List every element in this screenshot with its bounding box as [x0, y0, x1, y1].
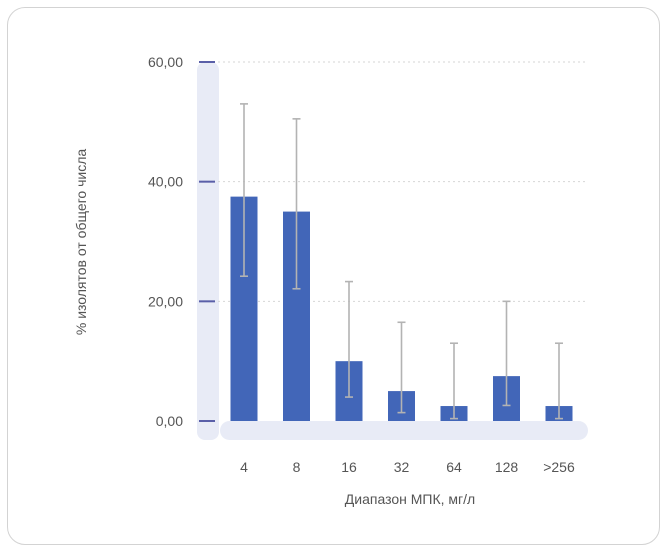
- x-tick-label: 4: [240, 459, 248, 475]
- grid-lines: [218, 61, 588, 302]
- y-tick-label: 0,00: [156, 413, 183, 429]
- x-axis-title: Диапазон МПК, мг/л: [345, 491, 475, 507]
- x-axis-band: [220, 421, 588, 440]
- x-tick-label: 8: [293, 459, 301, 475]
- chart-card: [7, 7, 660, 545]
- y-axis-ticks: 0,00 20,00 40,00 60,00: [148, 54, 215, 429]
- y-tick-label: 40,00: [148, 174, 183, 190]
- y-axis-band: [197, 62, 219, 440]
- x-tick-label: 64: [446, 459, 462, 475]
- x-axis-ticks: 4 8 16 32 64 128 >256: [240, 459, 575, 475]
- error-bars: [240, 103, 563, 420]
- x-tick-label: >256: [543, 459, 575, 475]
- y-tick-label: 60,00: [148, 54, 183, 70]
- x-tick-label: 32: [394, 459, 410, 475]
- y-axis-title: % изолятов от общего числа: [73, 149, 89, 336]
- x-tick-label: 128: [495, 459, 519, 475]
- y-tick-label: 20,00: [148, 293, 183, 309]
- x-tick-label: 16: [341, 459, 357, 475]
